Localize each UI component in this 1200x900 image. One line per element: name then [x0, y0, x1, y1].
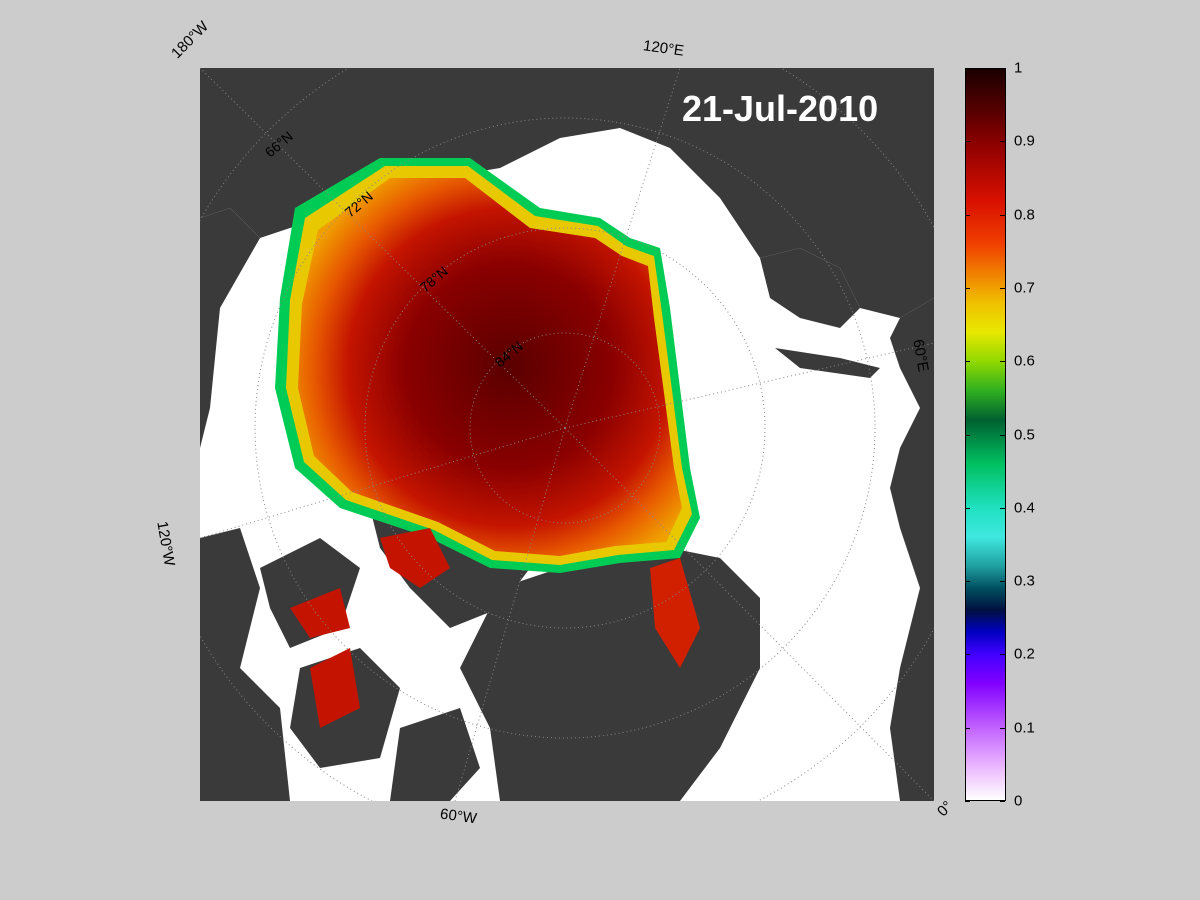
- colorbar-tick: [1000, 68, 1005, 69]
- sea-ice-concentration: [275, 158, 880, 728]
- colorbar-tick-label: 0.9: [1014, 132, 1035, 150]
- colorbar-tick: [1000, 727, 1005, 729]
- lon-label-120w: 120°W: [153, 520, 178, 568]
- land-masses: [200, 68, 934, 801]
- date-title: 21-Jul-2010: [682, 88, 879, 129]
- colorbar-tick: [965, 68, 970, 69]
- colorbar-tick: [1000, 654, 1005, 656]
- colorbar-tick: [965, 214, 970, 216]
- colorbar-tick: [1000, 581, 1005, 583]
- colorbar-tick: [1000, 507, 1005, 509]
- sea-ice-map: 66°N 72°N 78°N 84°N: [200, 68, 934, 801]
- colorbar-tick: [1000, 214, 1005, 216]
- colorbar-tick: [965, 581, 970, 583]
- colorbar-tick-label: 0.4: [1014, 499, 1035, 517]
- colorbar-tick: [1000, 361, 1005, 363]
- colorbar-tick: [965, 434, 970, 436]
- lon-label-0: 0°: [934, 797, 957, 821]
- colorbar-tick: [965, 654, 970, 656]
- lon-label-180w: 180°W: [168, 18, 212, 63]
- colorbar-tick: [965, 141, 970, 143]
- colorbar-tick-label: 0.6: [1014, 352, 1035, 370]
- ice-core: [298, 178, 682, 556]
- colorbar-tick: [965, 361, 970, 363]
- colorbar-tick: [965, 727, 970, 729]
- lon-label-120e: 120°E: [642, 37, 686, 60]
- colorbar-tick: [965, 287, 970, 289]
- colorbar: [965, 68, 1006, 801]
- colorbar-tick: [965, 507, 970, 509]
- graticule: [200, 68, 934, 801]
- colorbar-tick-label: 0.8: [1014, 206, 1035, 224]
- colorbar-tick: [1000, 801, 1005, 802]
- colorbar-tick-label: 1: [1014, 59, 1023, 77]
- colorbar-tick-label: 0.1: [1014, 719, 1035, 737]
- colorbar-tick: [965, 801, 970, 802]
- colorbar-tick: [1000, 287, 1005, 289]
- colorbar-tick-label: 0.2: [1014, 645, 1035, 663]
- colorbar-tick-label: 0.3: [1014, 572, 1035, 590]
- colorbar-tick-label: 0.7: [1014, 279, 1035, 297]
- colorbar-tick-label: 0: [1014, 792, 1023, 810]
- colorbar-tick-label: 0.5: [1014, 426, 1035, 443]
- colorbar-tick: [1000, 434, 1005, 436]
- colorbar-tick: [1000, 141, 1005, 143]
- lon-label-60w: 60°W: [438, 805, 478, 828]
